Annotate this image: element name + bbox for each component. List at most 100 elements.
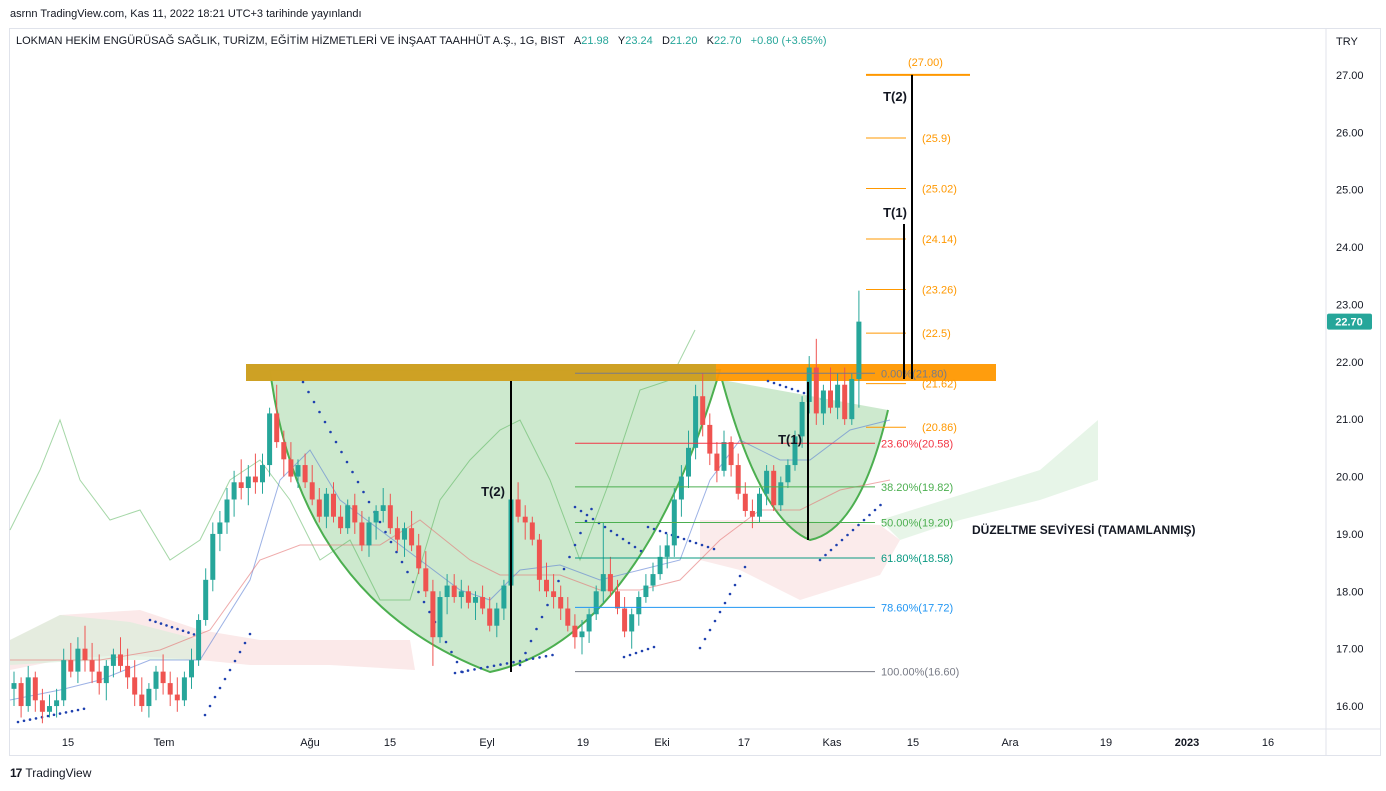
candle-body (735, 465, 741, 494)
sar-dot (512, 660, 515, 664)
sar-dot (378, 520, 382, 524)
candle-body (103, 665, 109, 684)
candle-body (68, 660, 74, 672)
candle-body (118, 654, 123, 666)
candle-body (473, 597, 478, 603)
sar-dot (505, 662, 509, 665)
x-tick-label: 19 (1100, 737, 1112, 749)
sar-dot (345, 460, 349, 464)
sar-dot (411, 580, 415, 584)
candle-body (707, 424, 713, 454)
y-tick-label: 27.00 (1336, 70, 1364, 82)
candle-body (153, 671, 159, 689)
sar-dot (28, 718, 32, 721)
candle-body (536, 539, 542, 580)
sar-dot (450, 650, 453, 654)
candle-body (742, 493, 748, 511)
x-tick-label: Ara (1001, 737, 1019, 749)
sar-dot (585, 513, 589, 517)
y-tick-label: 21.00 (1336, 414, 1364, 426)
target-t-label: T(2) (883, 89, 907, 104)
sar-dot (573, 543, 577, 547)
sar-dot (176, 627, 179, 631)
x-tick-label: Eki (654, 737, 669, 749)
candle-body (281, 442, 287, 460)
sar-dot (479, 666, 483, 670)
low-label: D (661, 35, 670, 47)
sar-dot (455, 660, 459, 664)
sar-dot (16, 720, 20, 724)
candle-body (231, 482, 237, 500)
candle-body (828, 390, 833, 408)
candle-body (501, 585, 507, 609)
tradingview-logo[interactable]: 17 TradingView (10, 766, 91, 780)
sar-dot (584, 519, 588, 523)
sar-dot (243, 641, 247, 645)
candle-body (572, 625, 578, 638)
candle-body (813, 367, 819, 414)
sar-dot (52, 713, 56, 717)
change-value: +0.80 (+3.65%) (750, 35, 827, 47)
sar-dot (208, 704, 212, 708)
sar-dot (639, 549, 643, 553)
sar-dot (627, 541, 631, 545)
last-price-badge (1327, 313, 1372, 330)
sar-dot (840, 538, 844, 542)
candle-body (629, 614, 635, 632)
cup-shape (268, 369, 722, 674)
sar-dot (652, 527, 656, 531)
candle-body (757, 493, 762, 517)
target-label: (20.86) (922, 422, 957, 434)
fib-label: 23.60%(20.58) (881, 438, 953, 450)
x-tick-label: Ağu (300, 737, 320, 749)
target-label: (23.26) (922, 284, 957, 296)
sar-dot (802, 391, 806, 395)
candle-body (160, 671, 166, 684)
sar-dot (544, 654, 548, 658)
sar-dot (728, 592, 732, 596)
candle-body (366, 522, 372, 546)
sar-dot (499, 663, 502, 666)
y-tick-label: 26.00 (1336, 127, 1364, 139)
candle-body (444, 585, 450, 598)
sar-dot (591, 517, 595, 521)
publish-info: asrnn TradingView.com, Kas 11, 2022 18:2… (10, 8, 362, 20)
candle-body (593, 591, 599, 615)
candle-body (125, 665, 131, 678)
candle-body (529, 522, 535, 540)
sar-dot (568, 555, 571, 559)
sar-dot (538, 656, 541, 659)
sar-dot (646, 525, 650, 529)
x-tick-label: 15 (384, 737, 396, 749)
sar-dot (318, 410, 321, 414)
sar-dot (531, 657, 535, 660)
sar-dot (518, 659, 522, 663)
chart-frame (9, 28, 1381, 756)
candle-body (380, 505, 386, 511)
candle-body (678, 476, 684, 500)
sar-dot (181, 629, 185, 633)
sar-dot (633, 545, 637, 549)
fib-label: 100.00%(16.60) (881, 667, 959, 679)
candle-body (359, 522, 365, 546)
sar-dot (824, 553, 827, 557)
ichimoku-cloud-green (10, 615, 200, 665)
candle-body (203, 579, 209, 620)
low-value: 21.20 (669, 35, 698, 47)
sar-dot (312, 400, 316, 404)
candle-body (181, 677, 187, 701)
sar-dot (557, 579, 560, 583)
sar-dot (738, 574, 742, 578)
sar-dot (772, 381, 776, 385)
sar-dot (562, 567, 566, 571)
candle-body (842, 384, 848, 420)
symbol-name: LOKMAN HEKİM ENGÜRÜSAĞ SAĞLIK, TURİZM, E… (16, 35, 565, 47)
candle-body (423, 568, 429, 592)
candle-body (217, 522, 223, 534)
candle-body (110, 654, 116, 666)
candle-body (416, 545, 422, 569)
candle-body (167, 683, 173, 695)
y-tick-label: 25.00 (1336, 185, 1364, 197)
sar-dot (846, 533, 849, 537)
